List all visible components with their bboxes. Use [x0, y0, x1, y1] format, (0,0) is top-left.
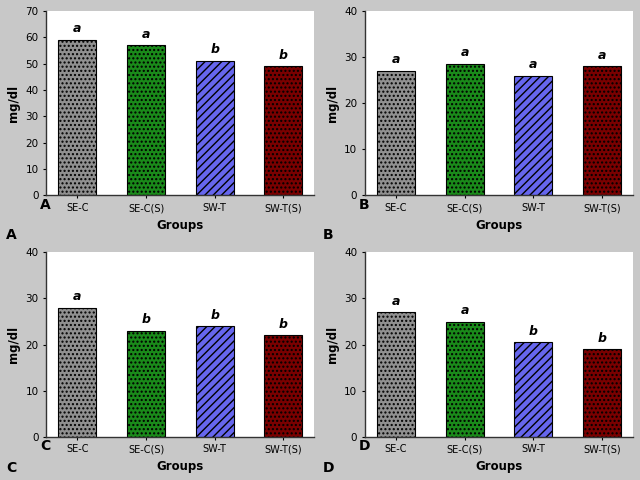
- Text: b: b: [529, 324, 538, 337]
- Bar: [264, 336, 302, 437]
- Text: a: a: [598, 48, 606, 62]
- Text: C: C: [6, 461, 17, 475]
- Bar: [196, 326, 234, 437]
- Text: b: b: [279, 318, 288, 331]
- Bar: [196, 61, 234, 195]
- Bar: [445, 322, 483, 437]
- Bar: [127, 331, 165, 437]
- X-axis label: Groups: Groups: [157, 219, 204, 232]
- Bar: [583, 349, 621, 437]
- Text: a: a: [460, 47, 469, 60]
- Text: B: B: [323, 228, 334, 242]
- Text: b: b: [598, 332, 607, 345]
- Y-axis label: mg/dl: mg/dl: [7, 326, 20, 363]
- Bar: [264, 66, 302, 195]
- Bar: [58, 40, 96, 195]
- Text: b: b: [279, 48, 288, 62]
- Text: B: B: [358, 198, 369, 212]
- Text: a: a: [529, 58, 538, 71]
- Text: a: a: [460, 304, 469, 317]
- Text: a: a: [142, 28, 150, 41]
- Bar: [515, 75, 552, 195]
- Y-axis label: mg/dl: mg/dl: [326, 326, 339, 363]
- Y-axis label: mg/dl: mg/dl: [7, 84, 20, 122]
- Text: b: b: [141, 313, 150, 326]
- Text: a: a: [392, 53, 400, 66]
- Text: C: C: [40, 439, 50, 453]
- Text: D: D: [323, 461, 335, 475]
- Text: D: D: [358, 439, 370, 453]
- Text: b: b: [210, 309, 219, 322]
- Bar: [377, 312, 415, 437]
- Text: A: A: [40, 198, 51, 212]
- Text: a: a: [73, 290, 81, 303]
- Bar: [58, 308, 96, 437]
- Bar: [377, 71, 415, 195]
- Text: a: a: [392, 295, 400, 308]
- Bar: [127, 45, 165, 195]
- Bar: [445, 64, 483, 195]
- Bar: [515, 342, 552, 437]
- Text: b: b: [210, 43, 219, 57]
- X-axis label: Groups: Groups: [476, 460, 523, 473]
- Y-axis label: mg/dl: mg/dl: [326, 84, 339, 122]
- X-axis label: Groups: Groups: [157, 460, 204, 473]
- Text: a: a: [73, 23, 81, 36]
- Bar: [583, 66, 621, 195]
- Text: A: A: [6, 228, 17, 242]
- X-axis label: Groups: Groups: [476, 219, 523, 232]
